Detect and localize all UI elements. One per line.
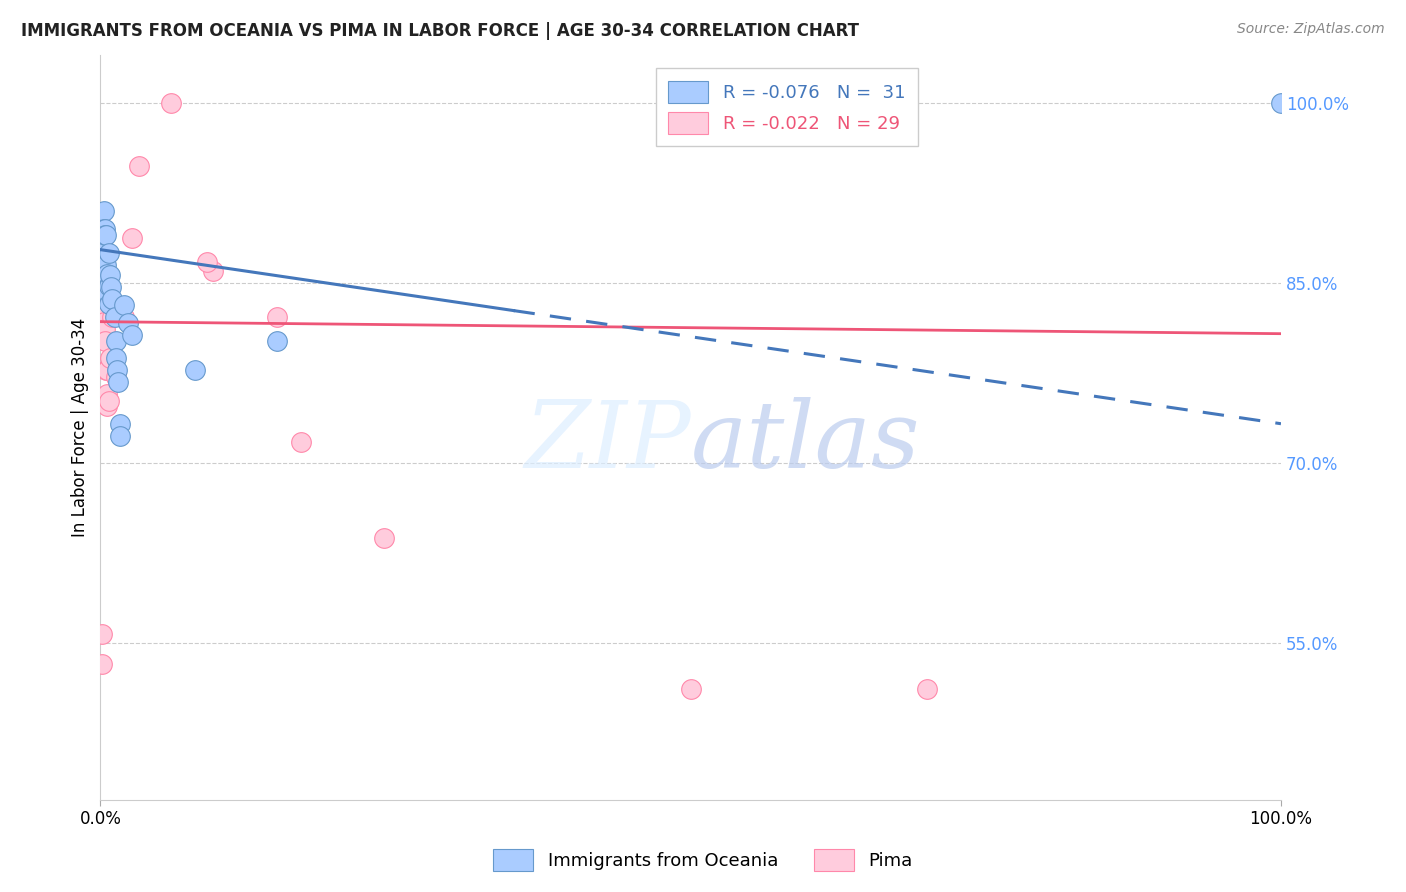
Point (91, 240, 114, 254)
Point (290, 434, 312, 449)
Point (112, 298, 135, 312)
Point (97, 296, 120, 310)
Point (266, 334, 288, 348)
Point (94, 228, 117, 243)
Point (266, 310, 288, 324)
Point (94, 334, 117, 348)
Point (90, 627, 112, 641)
Text: IMMIGRANTS FROM OCEANIA VS PIMA IN LABOR FORCE | AGE 30-34 CORRELATION CHART: IMMIGRANTS FROM OCEANIA VS PIMA IN LABOR… (21, 22, 859, 40)
Point (373, 531, 395, 545)
Point (94, 222, 117, 236)
Point (160, 96, 183, 111)
Point (915, 681, 938, 696)
Point (121, 230, 143, 244)
Point (96, 386, 118, 401)
Point (98, 351, 121, 365)
Point (90, 657, 112, 671)
Point (679, 681, 702, 696)
Point (112, 310, 135, 324)
Point (1270, 96, 1292, 111)
Point (105, 362, 128, 376)
Point (91, 278, 114, 293)
Text: atlas: atlas (690, 397, 920, 487)
Point (96, 362, 118, 376)
Legend: Immigrants from Oceania, Pima: Immigrants from Oceania, Pima (486, 842, 920, 879)
Point (94, 322, 117, 336)
Point (97, 393, 120, 408)
Point (96, 362, 118, 376)
Point (184, 362, 207, 376)
Point (91, 310, 114, 324)
Point (96, 285, 118, 299)
Point (121, 327, 143, 342)
Point (117, 316, 139, 330)
Point (110, 428, 132, 442)
Point (91, 246, 114, 260)
Point (93, 222, 115, 236)
Point (91, 291, 114, 305)
Point (195, 254, 218, 268)
Point (128, 159, 150, 173)
Point (93, 315, 115, 329)
Legend: R = -0.076   N =  31, R = -0.022   N = 29: R = -0.076 N = 31, R = -0.022 N = 29 (655, 68, 918, 146)
Point (90, 285, 112, 300)
Y-axis label: In Labor Force | Age 30-34: In Labor Force | Age 30-34 (72, 318, 89, 537)
Point (101, 292, 124, 306)
Point (91, 252, 114, 267)
Point (91, 270, 114, 285)
Point (104, 351, 127, 365)
Point (100, 280, 122, 294)
Point (98, 268, 121, 282)
Point (97, 278, 120, 293)
Point (104, 334, 127, 348)
Text: ZIP: ZIP (524, 397, 690, 487)
Point (93, 204, 115, 219)
Point (103, 310, 125, 324)
Point (96, 228, 118, 243)
Point (104, 370, 127, 384)
Point (107, 375, 129, 389)
Point (93, 302, 115, 317)
Text: Source: ZipAtlas.com: Source: ZipAtlas.com (1237, 22, 1385, 37)
Point (110, 417, 132, 431)
Point (96, 258, 118, 272)
Point (97, 246, 120, 260)
Point (101, 310, 124, 324)
Point (96, 399, 118, 413)
Point (96, 267, 118, 281)
Point (201, 264, 224, 278)
